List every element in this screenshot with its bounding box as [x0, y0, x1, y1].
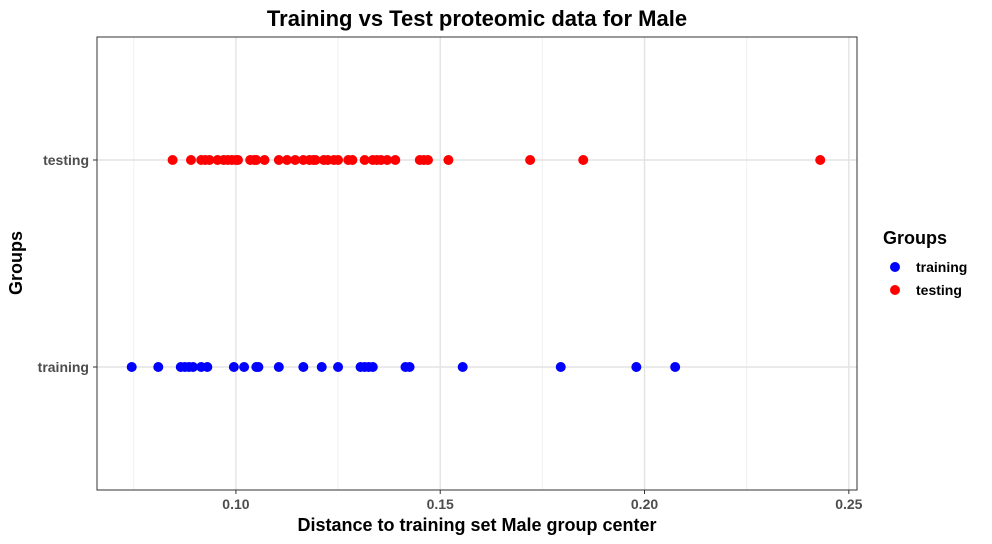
data-point-testing: [204, 155, 215, 165]
data-point-training: [188, 362, 199, 372]
data-points: [126, 155, 826, 372]
data-point-testing: [259, 155, 270, 165]
data-point-training: [228, 362, 239, 372]
data-point-testing: [333, 155, 344, 165]
data-point-testing: [443, 155, 454, 165]
x-tick-label: 0.25: [835, 496, 862, 512]
data-point-training: [298, 362, 309, 372]
legend-key-testing: [890, 285, 900, 295]
data-point-testing: [359, 155, 370, 165]
data-point-testing: [578, 155, 589, 165]
data-point-testing: [815, 155, 826, 165]
data-point-training: [202, 362, 213, 372]
plot-panel: [96, 36, 858, 491]
data-point-testing: [347, 155, 358, 165]
data-point-training: [367, 362, 378, 372]
data-point-training: [239, 362, 250, 372]
data-point-testing: [185, 155, 196, 165]
legend-label-testing: testing: [916, 282, 962, 298]
data-point-testing: [167, 155, 178, 165]
data-point-testing: [310, 155, 321, 165]
legend: Groups training testing: [883, 228, 967, 298]
data-point-training: [273, 362, 284, 372]
y-axis-title: Groups: [6, 231, 26, 295]
data-point-testing: [422, 155, 433, 165]
data-point-testing: [382, 155, 393, 165]
chart-title: Training vs Test proteomic data for Male: [267, 6, 687, 31]
y-tick-label: training: [38, 359, 89, 375]
legend-label-training: training: [916, 259, 967, 275]
data-point-training: [631, 362, 642, 372]
data-point-training: [253, 362, 264, 372]
data-point-testing: [525, 155, 536, 165]
panel-border: [96, 36, 858, 491]
x-tick-label: 0.15: [427, 496, 454, 512]
panel-background: [97, 37, 857, 490]
legend-key-training: [890, 262, 900, 272]
x-axis-ticks: 0.10 0.15 0.20 0.25: [222, 490, 863, 512]
data-point-training: [316, 362, 327, 372]
data-point-training: [555, 362, 566, 372]
data-point-training: [404, 362, 415, 372]
data-point-testing: [390, 155, 401, 165]
data-point-training: [457, 362, 468, 372]
data-point-training: [126, 362, 137, 372]
data-point-training: [153, 362, 164, 372]
data-point-testing: [273, 155, 284, 165]
y-tick-label: testing: [43, 152, 89, 168]
y-axis-ticks: training testing: [38, 152, 97, 375]
data-point-testing: [282, 155, 292, 165]
x-axis-title: Distance to training set Male group cent…: [297, 515, 656, 535]
legend-title: Groups: [883, 228, 947, 248]
x-tick-label: 0.10: [222, 496, 249, 512]
data-point-testing: [251, 155, 262, 165]
data-point-training: [670, 362, 681, 372]
data-point-training: [333, 362, 344, 372]
x-tick-label: 0.20: [631, 496, 658, 512]
data-point-testing: [290, 155, 301, 165]
data-point-testing: [232, 155, 243, 165]
